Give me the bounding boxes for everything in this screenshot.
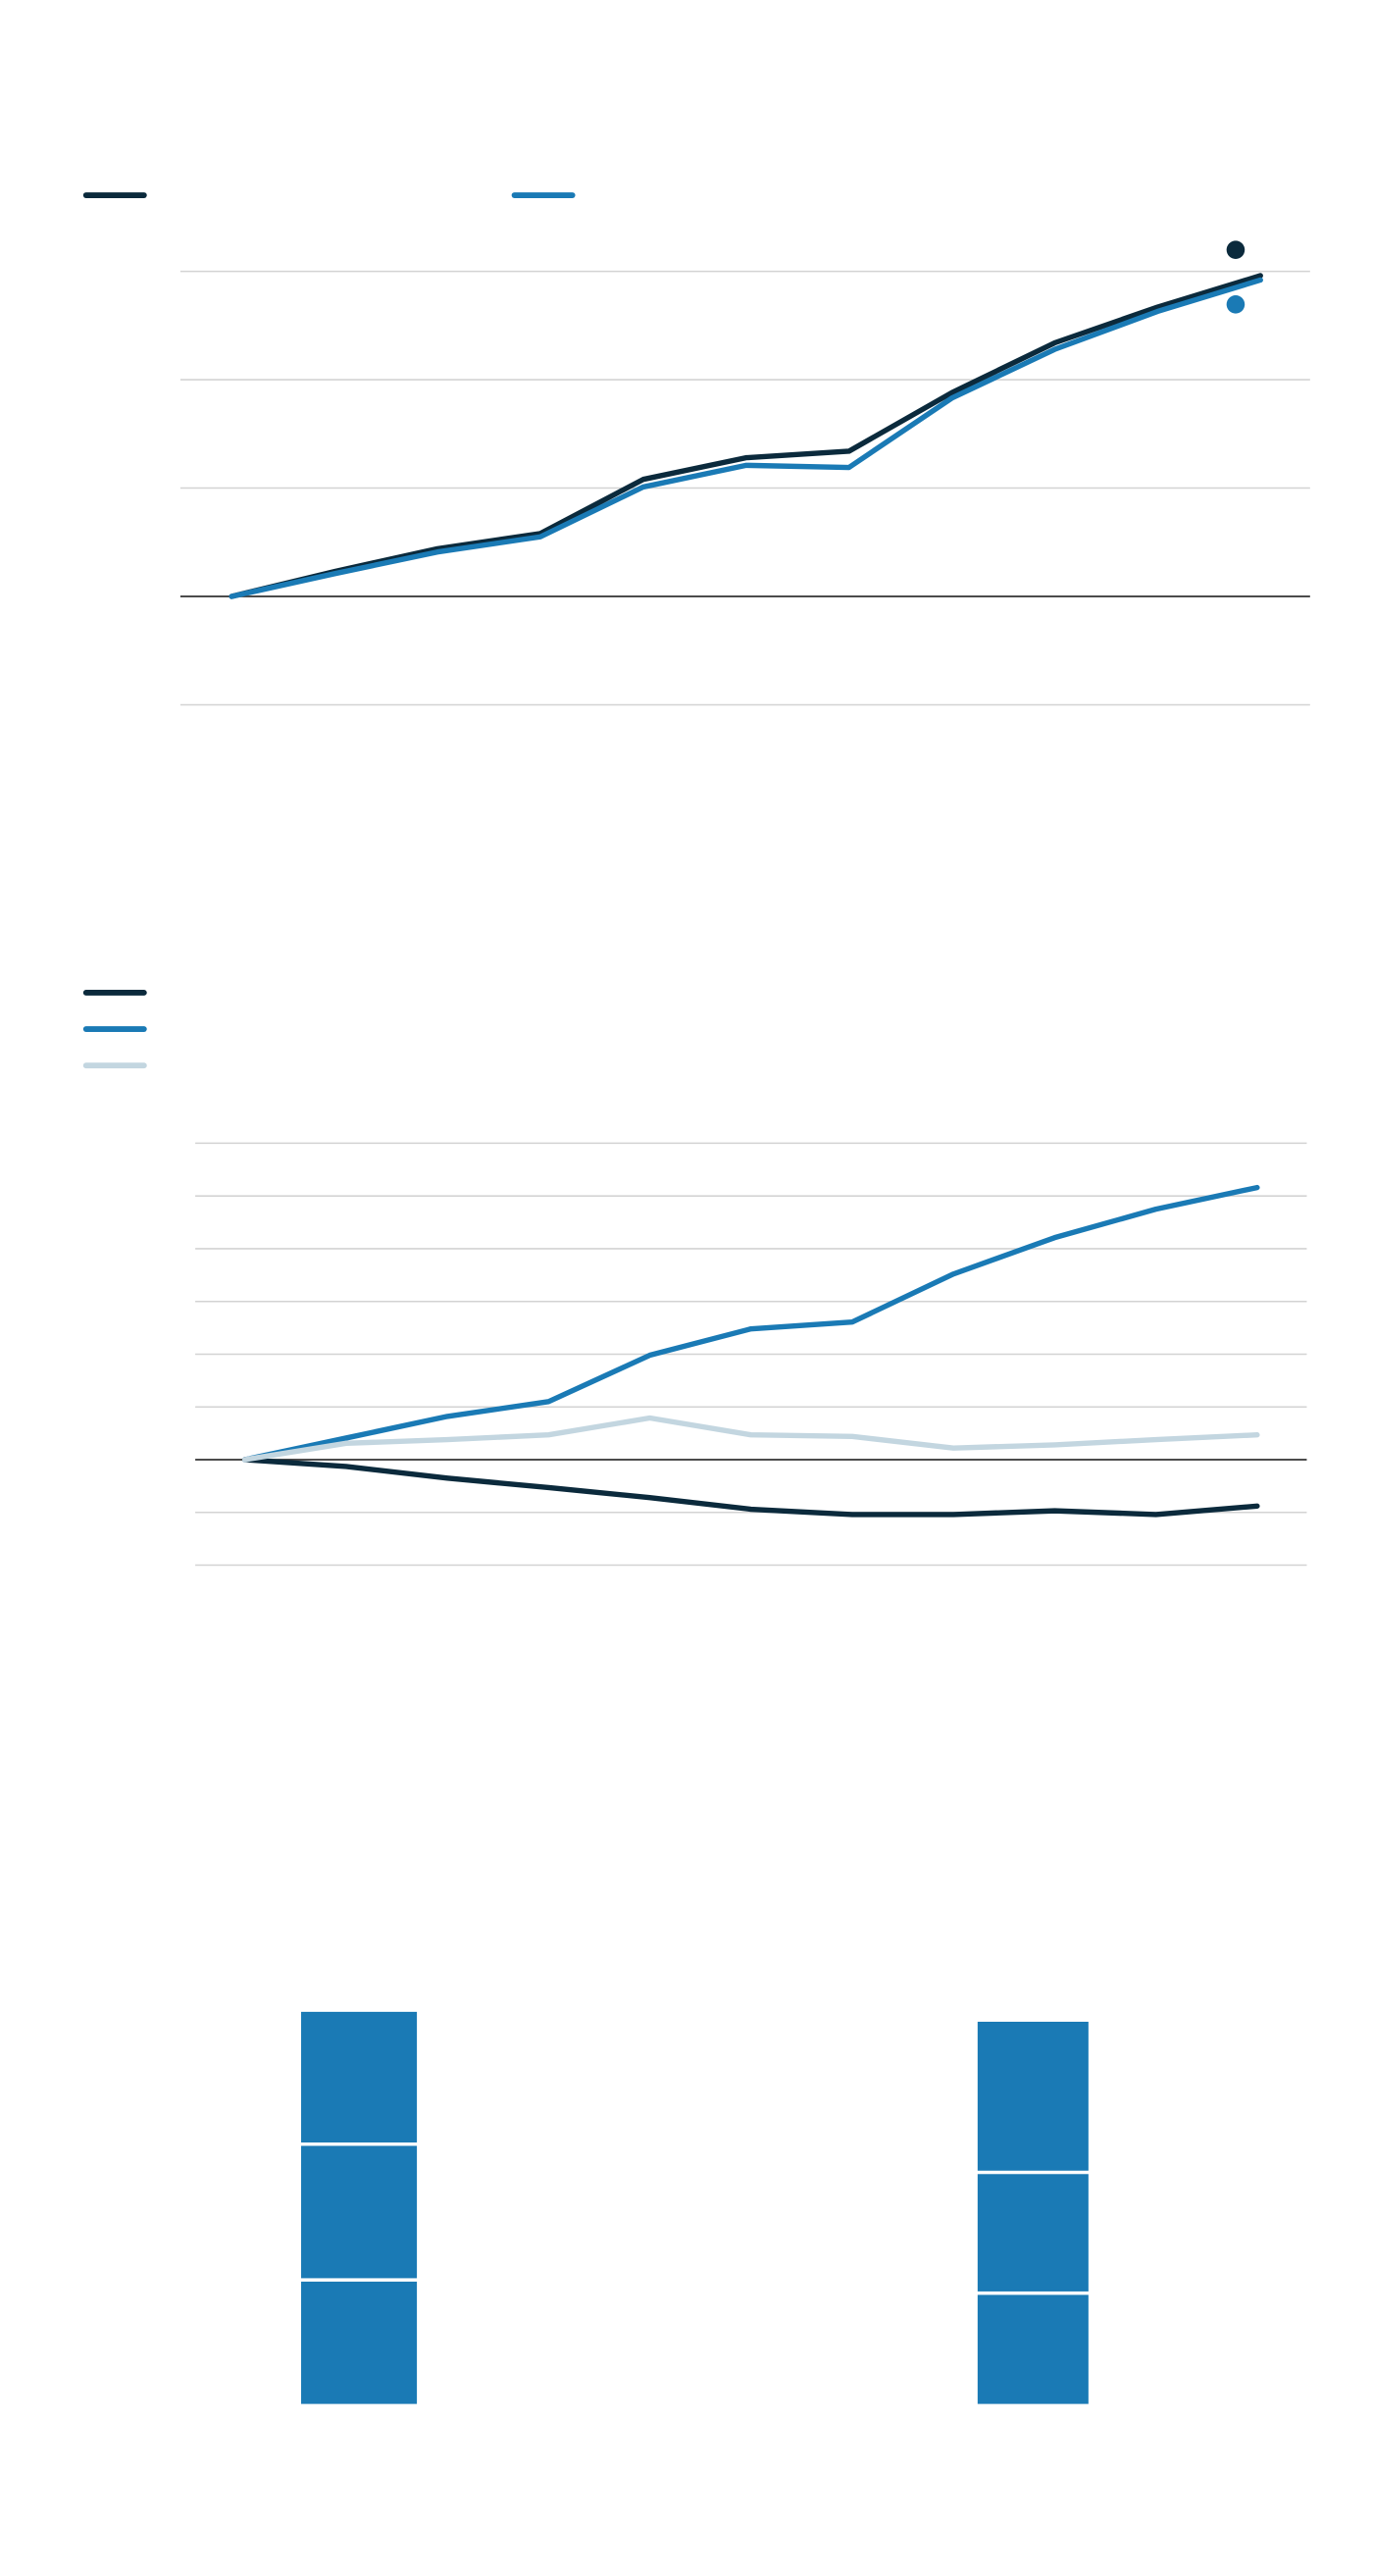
series-line — [241, 1415, 1260, 1463]
end-marker — [1226, 240, 1246, 259]
bar-segment — [297, 2008, 421, 2146]
bar-segment — [974, 2291, 1093, 2407]
series-line — [229, 273, 1263, 599]
series-line — [229, 277, 1263, 599]
bar-segment — [974, 2170, 1093, 2295]
bar-segment — [297, 2278, 421, 2407]
bar-segment — [297, 2142, 421, 2282]
series-line — [241, 1184, 1260, 1463]
series-line — [241, 1457, 1260, 1518]
bar-segment — [974, 2018, 1093, 2175]
end-marker — [1226, 295, 1246, 314]
